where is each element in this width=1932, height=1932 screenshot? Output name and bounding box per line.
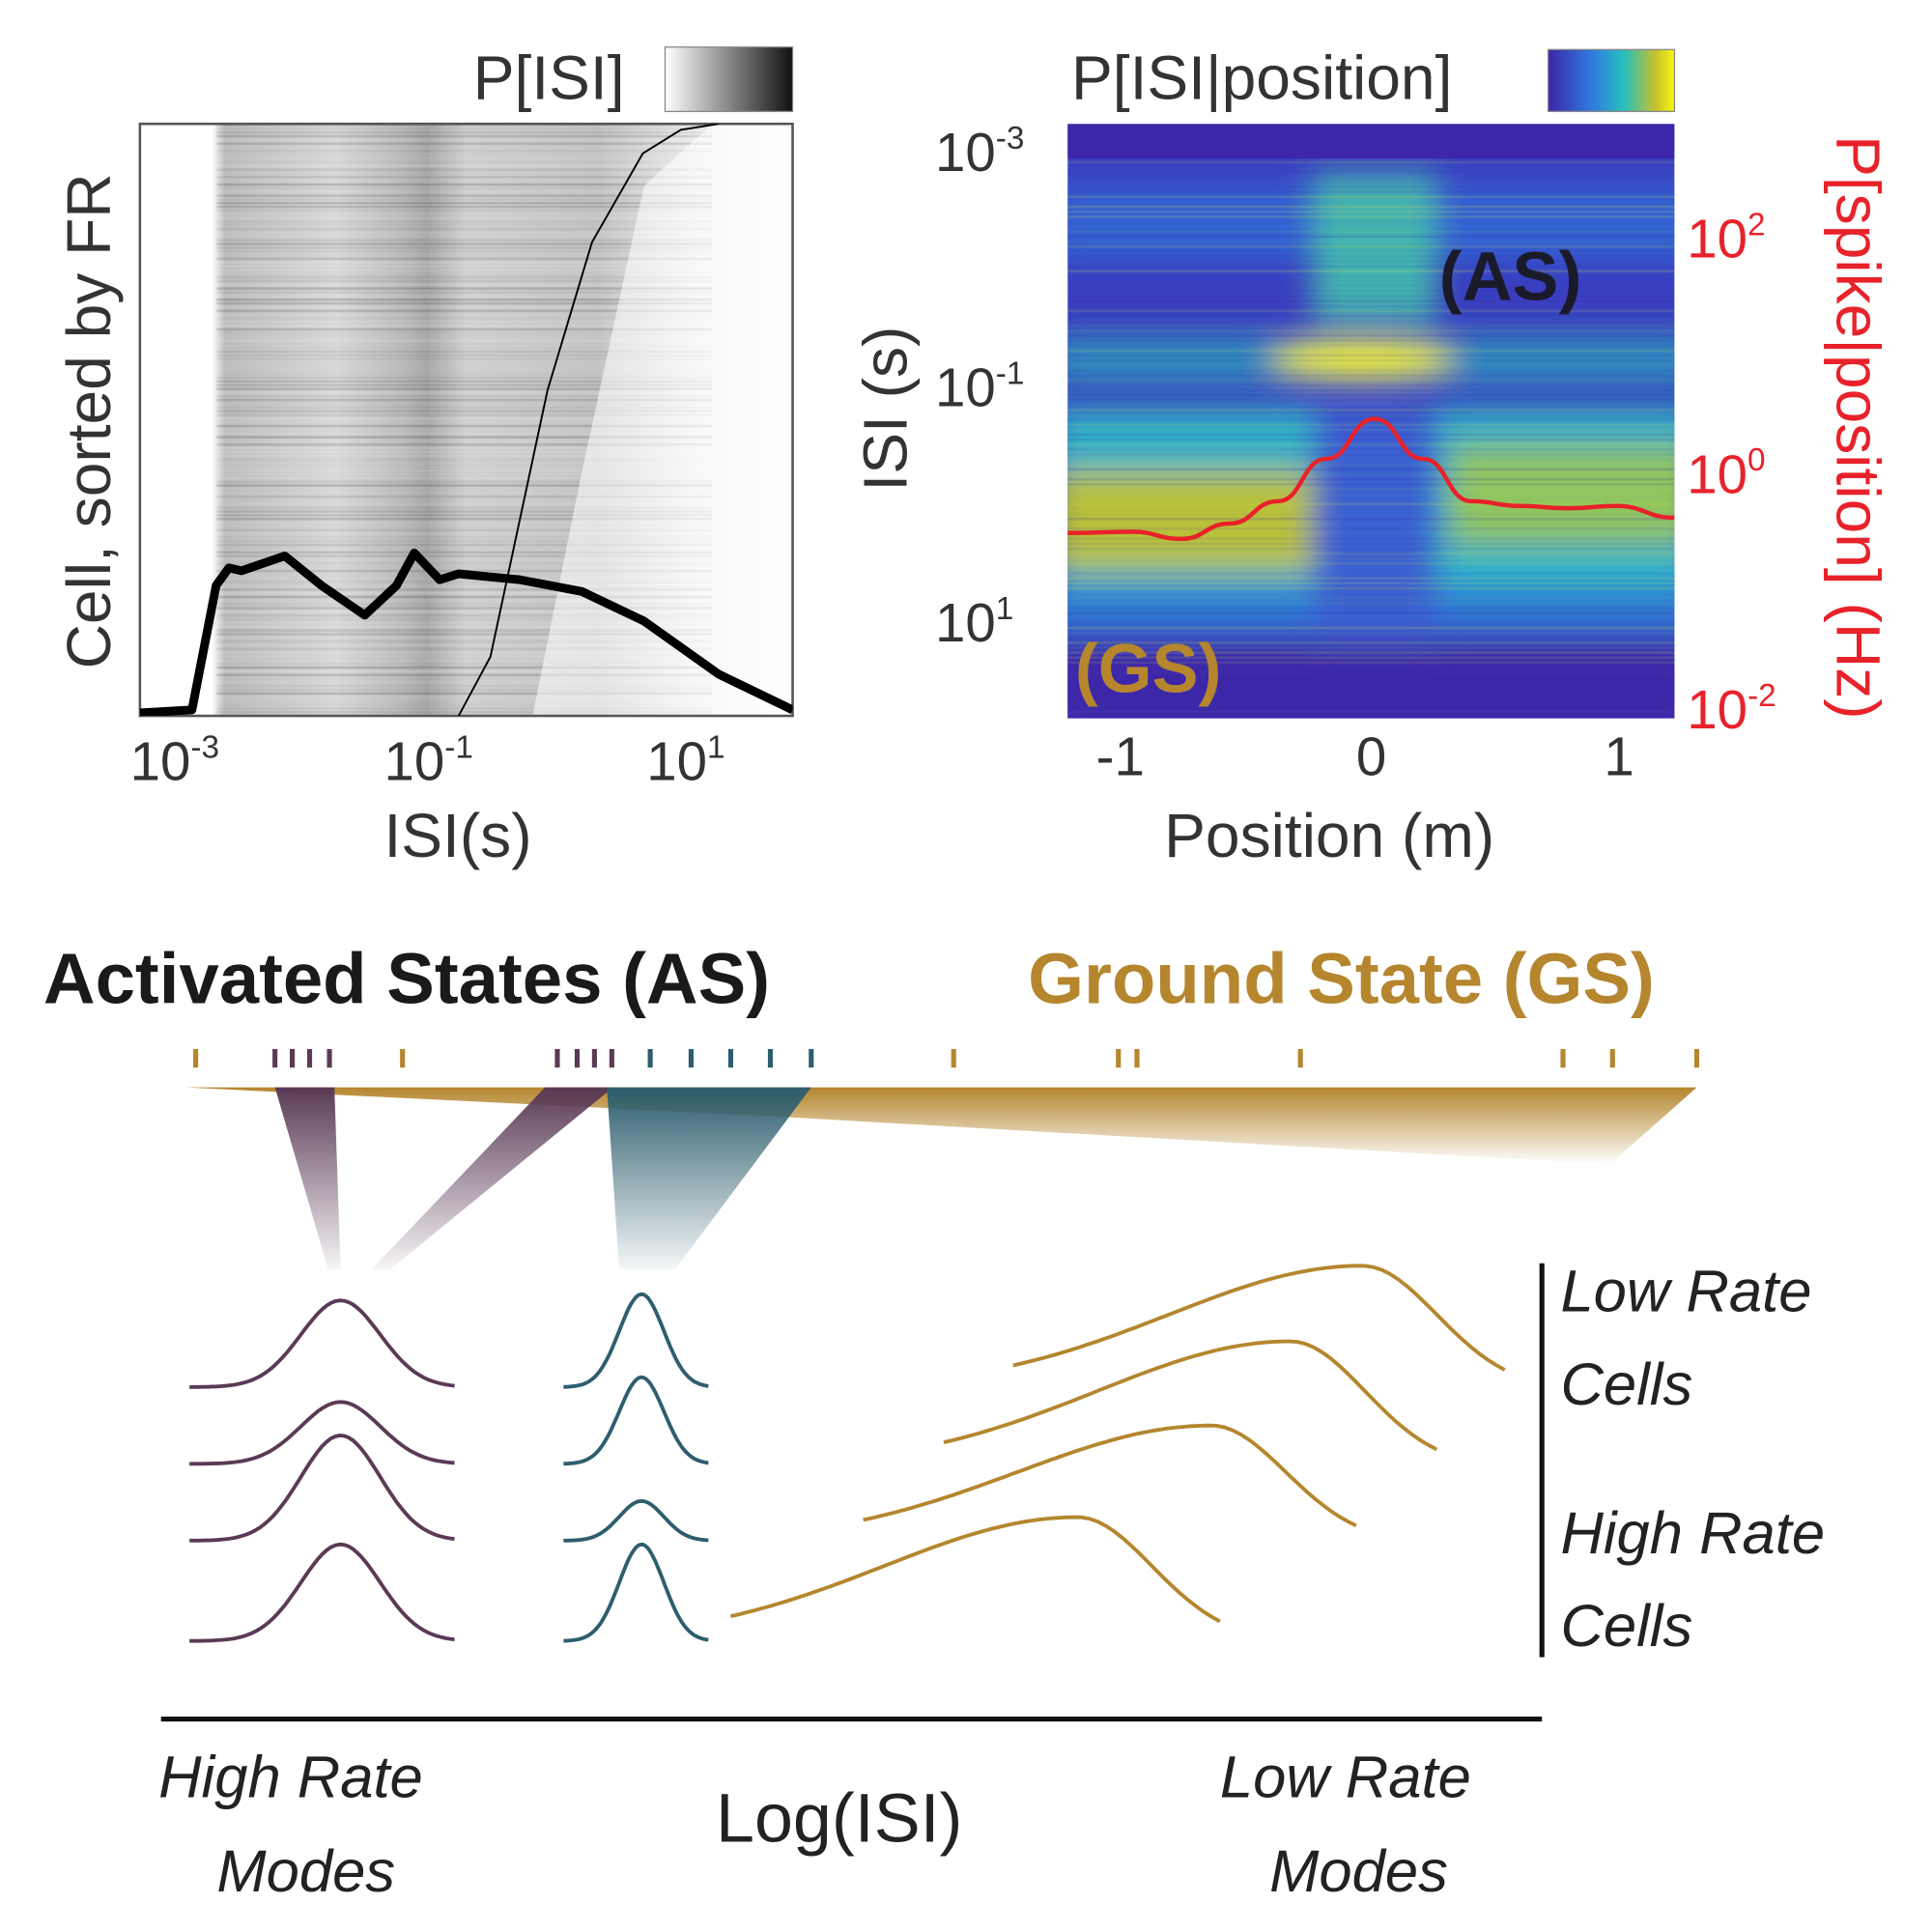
rate-axis-label: P[spike|position] (Hz) <box>1823 135 1893 720</box>
isi-mode-curve <box>863 1423 1357 1528</box>
p-isi-position-colorbar-label: P[ISI|position] <box>1071 43 1453 113</box>
isi-mode-curve <box>189 1542 455 1643</box>
activated-states-title: Activated States (AS) <box>43 938 770 1020</box>
isi-mode-curve <box>943 1339 1438 1452</box>
left-x-tick: 101 <box>646 727 725 793</box>
low-rate-modes-label-1: Low Rate <box>1219 1745 1471 1811</box>
isi-position-heatmap <box>1067 124 1675 719</box>
p-isi-colorbar-label: P[ISI] <box>472 43 625 113</box>
ground-state-title: Ground State (GS) <box>1028 938 1655 1020</box>
left-x-axis-label: ISI(s) <box>384 801 532 871</box>
rate-tick: 100 <box>1687 440 1766 506</box>
right-y-tick: 101 <box>934 589 1014 654</box>
mean-isi-line <box>139 548 793 717</box>
isi-heatmap <box>139 124 793 717</box>
mode-diagram <box>160 1048 1700 1722</box>
gs-annotation: (GS) <box>1074 629 1222 708</box>
isi-mode-curve <box>189 1298 455 1389</box>
rate-tick: 102 <box>1687 205 1766 270</box>
gs-fan <box>185 1087 1697 1165</box>
high-rate-cells-label-2: Cells <box>1560 1594 1693 1661</box>
sort-boundary-line <box>457 124 720 717</box>
p-isi-colorbar <box>664 46 794 113</box>
isi-mode-curve <box>730 1515 1221 1624</box>
position-axis-label: Position (m) <box>1164 801 1495 871</box>
as-annotation: (AS) <box>1438 236 1582 315</box>
spike-ticks <box>193 1048 1700 1068</box>
isi-mode-curve <box>1012 1264 1506 1372</box>
spike-rate-line <box>1067 416 1675 542</box>
low-rate-modes-label-2: Modes <box>1269 1838 1448 1905</box>
isi-mode-curve <box>563 1498 709 1543</box>
position-tick: -1 <box>1095 726 1145 788</box>
left-axes-frame <box>138 122 794 718</box>
log-isi-label: Log(ISI) <box>716 1778 963 1857</box>
isi-mode-curve <box>189 1400 455 1466</box>
position-tick: 1 <box>1604 726 1634 788</box>
right-y-tick: 10-3 <box>934 119 1025 184</box>
left-x-tick: 10-1 <box>384 727 473 793</box>
as-fan-2 <box>371 1087 613 1270</box>
position-tick: 0 <box>1355 726 1387 788</box>
low-rate-cells-label-1: Low Rate <box>1560 1259 1812 1325</box>
isi-mode-curve <box>563 1375 709 1466</box>
left-y-axis-label: Cell, sorted by FR <box>54 173 125 669</box>
isi-mode-curve <box>563 1542 709 1643</box>
high-rate-modes-label-2: Modes <box>216 1838 396 1905</box>
as-fan-3 <box>607 1087 811 1270</box>
right-y-axis-label: ISI (s) <box>850 326 921 492</box>
high-rate-cells-label-1: High Rate <box>1560 1500 1826 1567</box>
isi-mode-curve <box>189 1434 455 1543</box>
as-fan-1 <box>274 1087 341 1270</box>
rate-tick: 10-2 <box>1687 676 1776 741</box>
low-rate-cells-label-2: Cells <box>1560 1352 1693 1419</box>
high-rate-modes-label-1: High Rate <box>158 1745 423 1811</box>
left-x-tick: 10-3 <box>129 727 220 793</box>
right-y-tick: 10-1 <box>934 354 1025 419</box>
isi-mode-curve <box>563 1292 709 1389</box>
p-isi-position-colorbar <box>1547 48 1676 113</box>
